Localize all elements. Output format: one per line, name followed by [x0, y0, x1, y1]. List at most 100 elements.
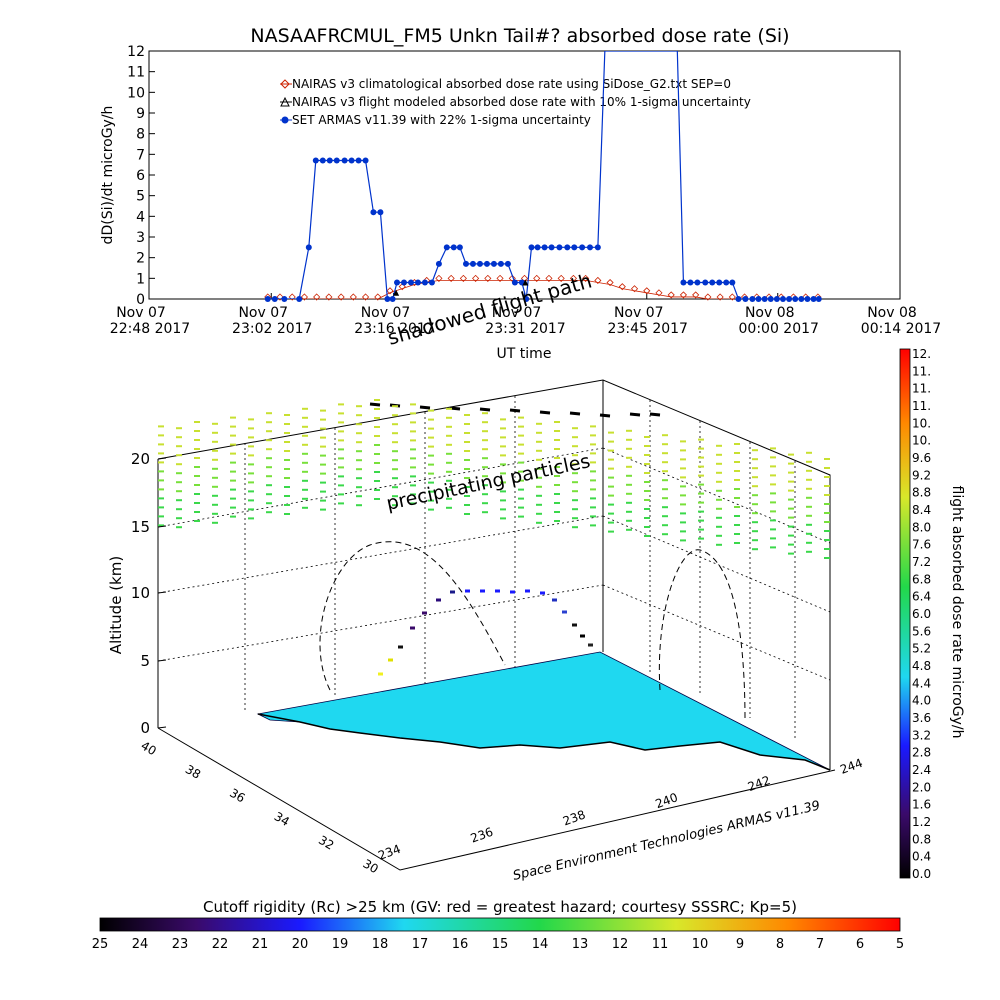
trajectory-segment-top [369, 402, 381, 407]
y-tick-label: 8 [136, 127, 145, 143]
armas-point [755, 296, 762, 302]
climatological-point [618, 283, 626, 291]
armas-point [384, 296, 391, 302]
x-tick-label-date: Nov 07 [614, 305, 664, 321]
colorbar-horizontal-tick-label: 13 [572, 937, 589, 952]
armas-point [761, 296, 768, 302]
cutoff-rigidity-colorbar: Cutoff rigidity (Rc) >25 km (GV: red = g… [92, 898, 904, 952]
armas-point [312, 157, 319, 164]
altitude-tick-label: 5 [140, 652, 150, 670]
longitude-tick-label: 236 [469, 825, 495, 846]
colorbar-horizontal-tick-label: 7 [816, 937, 824, 952]
climatological-point [398, 283, 406, 291]
armas-point [749, 296, 756, 302]
dose-rate-line-chart: NASAAFRCMUL_FM5 Unkn Tail#? absorbed dos… [100, 25, 941, 362]
colorbar-vertical-tick-label: 0.8 [912, 832, 931, 846]
armas-point [586, 244, 593, 251]
colorbar-horizontal-tick-label: 9 [736, 937, 744, 952]
y-tick-label: 0 [136, 292, 145, 308]
colorbar-horizontal-tick-label: 8 [776, 937, 784, 952]
armas-point [362, 157, 369, 164]
trajectory-segment-top [629, 412, 641, 417]
box-back-frame [157, 379, 831, 770]
precipitating-particles-label: precipitating particles [384, 450, 592, 515]
climatological-point [630, 285, 639, 293]
colorbar-vertical-tick-label: 1.2 [912, 815, 931, 829]
colorbar-vertical-tick-label: 0.4 [912, 850, 931, 864]
y-tick-label: 7 [136, 147, 145, 163]
x-tick-label-time: 23:31 2017 [485, 321, 565, 337]
colorbar-vertical-tick-label: 11. [912, 399, 931, 413]
armas-point [271, 296, 278, 302]
armas-point [735, 296, 742, 302]
altitude-3d-plot: 0 5 10 15 20 Altitude (km) 40 38 36 34 32 30 234 2… [107, 379, 865, 884]
colorbar-vertical-tick-label: 11. [912, 364, 931, 378]
armas-point [497, 260, 504, 267]
coastline [257, 713, 831, 771]
armas-point [815, 296, 822, 302]
climatological-point [655, 289, 663, 297]
armas-point [773, 296, 780, 302]
climatological-point [374, 293, 382, 301]
armas-point [476, 260, 483, 267]
longitude-tick-label: 244 [838, 756, 864, 777]
armas-point [571, 244, 578, 251]
armas-point [564, 244, 571, 251]
armas-point [687, 279, 694, 286]
armas-point [377, 209, 384, 216]
box-base-edge [157, 727, 836, 871]
altitude-tick-mark [157, 726, 167, 729]
armas-point [407, 279, 414, 286]
y-tick-label: 5 [136, 189, 145, 205]
trajectory-segment-top [419, 405, 431, 410]
latitude-tick-label: 38 [183, 762, 203, 782]
armas-point [483, 260, 490, 267]
longitude-tick-label: 242 [746, 773, 772, 794]
climatological-point [276, 293, 284, 301]
colorbar-horizontal-tick-label: 22 [212, 937, 229, 952]
armas-point [779, 296, 786, 302]
armas-point [742, 296, 749, 302]
colorbar-horizontal-tick-label: 25 [92, 937, 109, 952]
climatological-point [472, 274, 480, 282]
nairas-flight-point [522, 279, 529, 286]
armas-point [523, 296, 530, 302]
colorbar-vertical-tick-label: 1.6 [912, 798, 931, 812]
climatological-point [447, 274, 455, 282]
colorbar-vertical-tick-label: 6.8 [912, 572, 931, 586]
colorbar-vertical-tick-label: 4.4 [912, 676, 931, 690]
armas-point [450, 244, 457, 251]
climatological-point [300, 293, 309, 301]
armas-point [348, 157, 355, 164]
nairas-flight-point [393, 289, 400, 296]
colorbar-vertical-tick-label: 10. [912, 434, 931, 448]
armas-point [456, 244, 463, 251]
colorbar-vertical-tick-label: 4.8 [912, 659, 931, 673]
climatological-point [679, 291, 687, 299]
armas-point [541, 244, 548, 251]
y-tick-label: 4 [136, 209, 145, 225]
colorbar-vertical-tick-label: 7.6 [912, 538, 931, 552]
armas-point [504, 260, 511, 267]
colorbar-vertical-tick-label: 8.8 [912, 486, 931, 500]
armas-point [702, 279, 709, 286]
colorbar-horizontal-tick-label: 16 [452, 937, 469, 952]
climatological-point [557, 274, 565, 282]
armas-point [804, 296, 811, 302]
colorbar-vertical-tick-label: 8.4 [912, 503, 931, 517]
colorbar-horizontal-tick-label: 6 [856, 937, 864, 952]
altitude-tick-label: 20 [131, 450, 150, 468]
x-tick-label-time: 23:02 2017 [232, 321, 312, 337]
climatological-point [569, 274, 577, 282]
colorbar-horizontal-tick-label: 20 [292, 937, 309, 952]
y-tick-label: 3 [136, 230, 145, 246]
armas-point [296, 296, 303, 302]
armas-point [462, 260, 469, 267]
colorbar-horizontal-tick-label: 24 [132, 937, 149, 952]
armas-point [469, 260, 476, 267]
legend-entry: NAIRAS v3 climatological absorbed dose r… [292, 77, 731, 91]
colorbar-horizontal-tick-label: 21 [252, 937, 269, 952]
armas-point [435, 260, 442, 267]
